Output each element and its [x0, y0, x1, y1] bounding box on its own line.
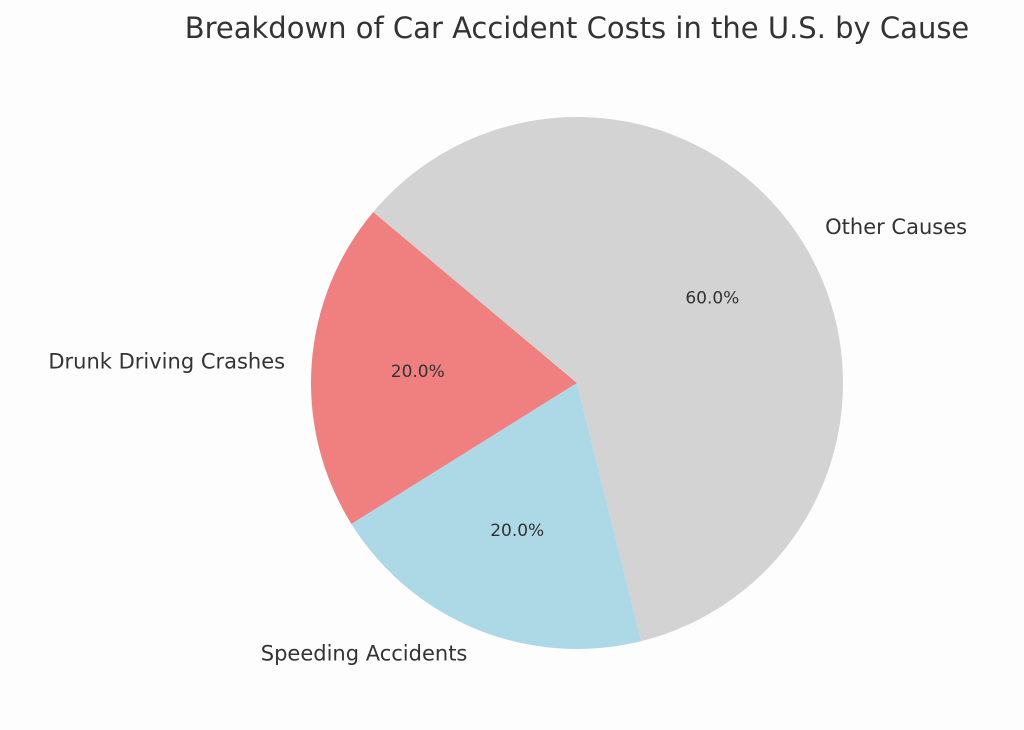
- slice-label: Speeding Accidents: [261, 641, 468, 665]
- slice-percent-label: 60.0%: [685, 288, 739, 308]
- slice-label: Other Causes: [825, 215, 967, 239]
- slice-percent-label: 20.0%: [490, 521, 544, 541]
- labels: Drunk Driving Crashes 20.0% Speeding Accid…: [48, 215, 967, 665]
- slice-label: Drunk Driving Crashes: [48, 350, 285, 374]
- slice-percent-label: 20.0%: [391, 362, 445, 382]
- pie-slice-other-causes: [373, 116, 843, 642]
- pie-slice-speeding-accidents: [351, 383, 642, 649]
- chart-title: Breakdown of Car Accident Costs in the U…: [185, 11, 970, 45]
- pie-slice-drunk-driving-crashes: [311, 212, 577, 524]
- slices: [311, 116, 843, 649]
